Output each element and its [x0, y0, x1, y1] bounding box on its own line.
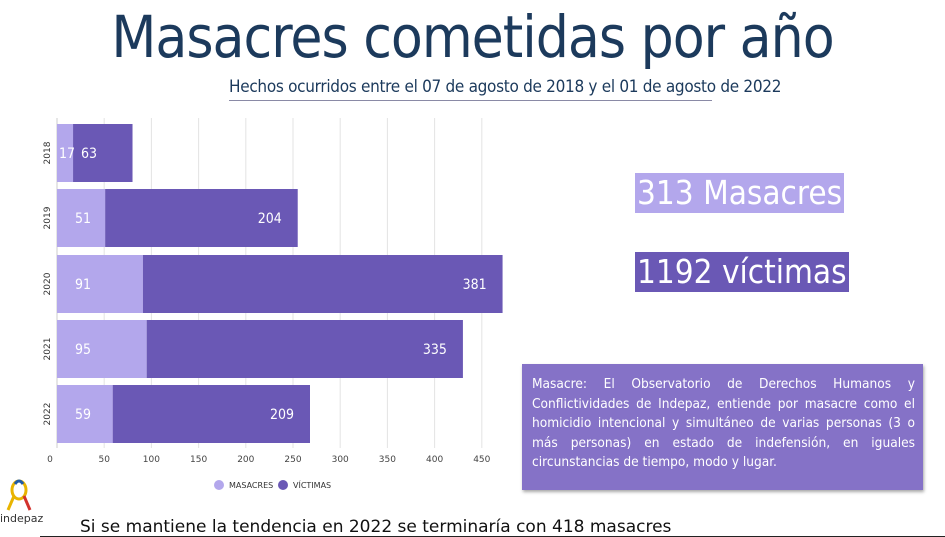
y-category-label: 2021: [43, 338, 53, 361]
legend-label-victimas: VÍCTIMAS: [293, 479, 331, 490]
y-category-label: 2022: [43, 403, 53, 426]
ribbon-icon: [6, 479, 32, 511]
data-label-victimas: 335: [423, 342, 447, 358]
bar-victimas: [112, 385, 310, 443]
x-tick-label: 100: [143, 455, 160, 465]
data-label-masacres: 17: [59, 146, 75, 162]
data-label-masacres: 51: [75, 211, 91, 227]
data-label-masacres: 59: [75, 407, 91, 423]
legend-swatch-masacres: [214, 480, 224, 490]
x-tick-label: 450: [473, 455, 490, 465]
x-tick-label: 0: [47, 455, 53, 465]
bar-masacres: [57, 320, 147, 378]
data-label-victimas: 204: [258, 211, 282, 227]
x-tick-label: 200: [237, 455, 254, 465]
x-tick-label: 400: [426, 455, 443, 465]
bar-victimas: [73, 124, 133, 182]
x-tick-label: 300: [332, 455, 349, 465]
data-label-masacres: 95: [75, 342, 91, 358]
bar-masacres: [57, 385, 113, 443]
total-masacres-stat: 313 Masacres: [635, 173, 845, 213]
bar-victimas: [146, 320, 463, 378]
data-label-masacres: 91: [75, 277, 91, 293]
bar-masacres: [57, 124, 74, 182]
legend-label-masacres: MASACRES: [229, 481, 273, 490]
definition-box: Masacre: El Observatorio de Derechos Hum…: [522, 364, 923, 490]
x-tick-label: 250: [284, 455, 301, 465]
x-tick-label: 50: [98, 455, 110, 465]
logo-label: indepaz: [0, 512, 44, 525]
legend-swatch-victimas: [278, 480, 288, 490]
page-title: Masacres cometidas por año: [111, 3, 834, 71]
total-victimas-stat: 1192 víctimas: [635, 252, 849, 292]
bar-victimas: [142, 255, 503, 313]
page-subtitle: Hechos ocurridos entre el 07 de agosto d…: [229, 76, 781, 101]
bar-masacres: [57, 255, 143, 313]
bar-chart: 0 50 100 150 200 250 300 350 400 450 2018 17 63 2019 5…: [43, 118, 503, 490]
bar-victimas: [105, 189, 298, 247]
footer-note: Si se mantiene la tendencia en 2022 se t…: [80, 517, 672, 537]
data-label-victimas: 209: [270, 407, 294, 423]
y-category-label: 2019: [43, 206, 53, 229]
data-label-victimas: 381: [463, 277, 487, 293]
bar-masacres: [57, 189, 106, 247]
x-tick-label: 350: [379, 455, 396, 465]
data-label-victimas: 63: [81, 146, 97, 162]
y-category-label: 2020: [43, 272, 53, 295]
x-tick-label: 150: [190, 455, 207, 465]
y-category-label: 2018: [43, 141, 53, 164]
